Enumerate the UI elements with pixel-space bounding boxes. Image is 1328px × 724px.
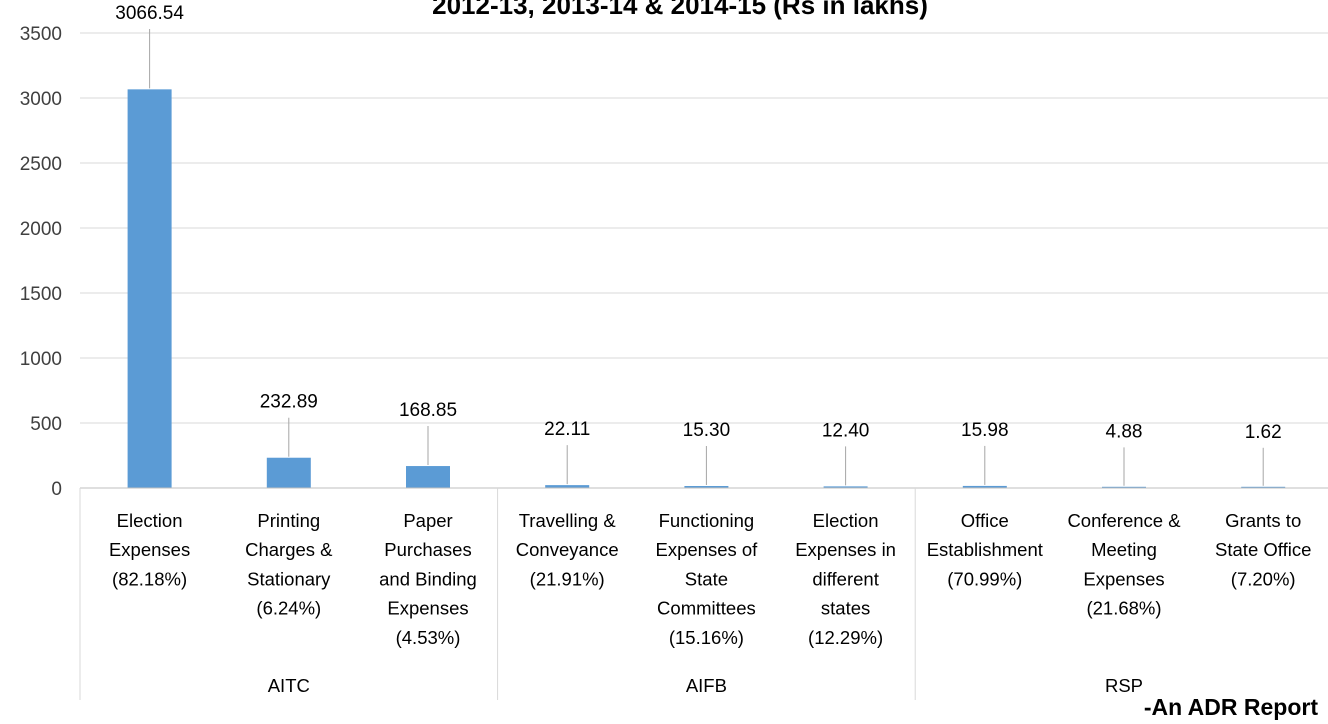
chart-title: 2012-13, 2013-14 & 2014-15 (Rs in lakhs) — [432, 0, 928, 20]
data-label: 15.30 — [683, 420, 731, 441]
bar — [545, 485, 590, 488]
data-label: 12.40 — [822, 420, 870, 441]
group-label: AITC — [268, 675, 310, 696]
data-label: 168.85 — [399, 400, 457, 421]
bar — [1241, 486, 1286, 488]
group-label: AIFB — [686, 675, 727, 696]
category-label: Election Expenses (82.18%) — [109, 510, 190, 589]
bar — [823, 486, 868, 488]
data-label: 4.88 — [1106, 421, 1143, 442]
bars: 3066.54 232.89 168.85 22.11 15.30 12.40 15.98 4… — [115, 3, 1286, 489]
y-tick-label: 3500 — [20, 24, 62, 45]
y-tick-label: 0 — [51, 479, 62, 500]
y-tick-label: 3000 — [20, 89, 62, 110]
data-label: 1.62 — [1245, 422, 1282, 443]
category-label: Printing Charges & Stationary (6.24%) — [245, 510, 333, 619]
bar — [1102, 486, 1146, 488]
data-label: 22.11 — [544, 419, 590, 440]
x-axis: Election Expenses (82.18%) Printing Charges … — [79, 487, 1328, 700]
bar — [684, 486, 729, 488]
y-tick-label: 500 — [30, 414, 62, 435]
category-label: Travelling & Conveyance (21.91%) — [516, 510, 619, 589]
category-label: Conference & Meeting Expenses (21.68%) — [1067, 510, 1181, 619]
bar — [127, 89, 172, 489]
data-label: 3066.54 — [115, 3, 184, 24]
category-label: Paper Purchases and Binding Expenses (4.53%) — [379, 510, 477, 648]
group-label: RSP — [1105, 675, 1143, 696]
bar — [406, 466, 450, 488]
gridlines — [80, 32, 1328, 489]
y-tick-label: 1000 — [20, 349, 62, 370]
data-label: 232.89 — [260, 392, 318, 413]
bar — [266, 457, 311, 488]
data-label: 15.98 — [961, 420, 1009, 441]
y-tick-label: 1500 — [20, 284, 62, 305]
bar — [962, 485, 1007, 488]
y-axis: 0 500 1000 1500 2000 2500 3000 3500 — [20, 24, 62, 500]
report-credit: -An ADR Report — [1144, 694, 1319, 720]
category-label: Functioning Expenses of State Committees (15… — [655, 510, 758, 648]
y-tick-label: 2000 — [20, 219, 62, 240]
category-label: Grants to State Office (7.20%) — [1215, 510, 1311, 589]
y-tick-label: 2500 — [20, 154, 62, 175]
category-label: Office Establishment (70.99%) — [927, 510, 1043, 589]
category-label: Election Expenses in different states (12.29… — [795, 510, 896, 648]
